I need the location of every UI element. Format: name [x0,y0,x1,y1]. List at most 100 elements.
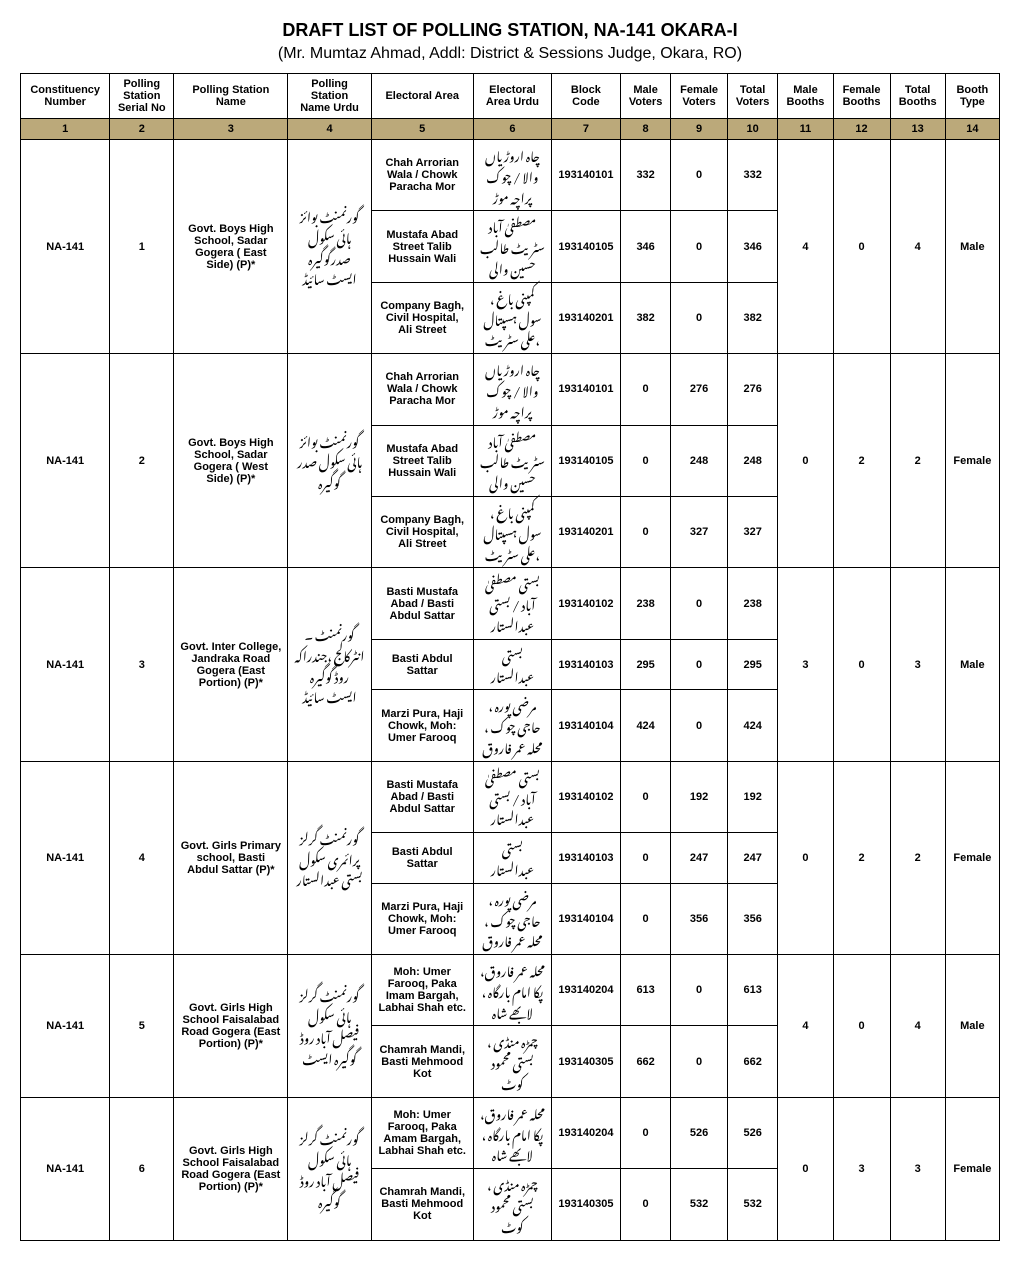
area: Basti Abdul Sattar [371,639,473,690]
female-voters: 0 [671,568,727,639]
area-urdu: محلہ عمر فاروق، پکا امام بارگاہ ، لابھے … [473,1097,551,1168]
block-code: 193140103 [551,639,620,690]
constituency: NA-141 [21,568,110,761]
col-header: Polling Station Name [174,74,288,119]
station-name: Govt. Inter College, Jandraka Road Goger… [174,568,288,761]
total-booths: 4 [890,140,945,354]
table-row: NA-1411Govt. Boys High School, Sadar Gog… [21,140,1000,211]
table-row: NA-1413Govt. Inter College, Jandraka Roa… [21,568,1000,639]
serial: 3 [110,568,174,761]
total-voters: 356 [727,883,778,954]
col-number: 4 [288,119,371,140]
block-code: 193140201 [551,496,620,567]
table-row: NA-1415Govt. Girls High School Faisalaba… [21,955,1000,1026]
female-voters: 192 [671,761,727,832]
block-code: 193140104 [551,690,620,761]
page-title: DRAFT LIST OF POLLING STATION, NA-141 OK… [20,20,1000,41]
area: Moh: Umer Farooq, Paka Imam Bargah, Labh… [371,955,473,1026]
total-voters: 327 [727,496,778,567]
total-voters: 247 [727,833,778,884]
area: Chah Arrorian Wala / Chowk Paracha Mor [371,354,473,425]
constituency: NA-141 [21,955,110,1098]
male-booths: 4 [778,955,833,1098]
block-code: 193140305 [551,1169,620,1240]
area-urdu: کمپنی باغ ، سول ہسپتال ،علی سٹریٹ [473,282,551,353]
male-voters: 613 [620,955,671,1026]
block-code: 193140105 [551,211,620,282]
female-voters: 0 [671,639,727,690]
block-code: 193140102 [551,761,620,832]
station-name-urdu: گورنمنٹ گرلز پرائمری سکول بستی عبدالستار [288,761,371,954]
male-voters: 295 [620,639,671,690]
col-number: 14 [945,119,999,140]
area-urdu: بستی مصطفیٰ آباد / بستی عبدالستار [473,761,551,832]
booth-type: Female [945,1097,999,1240]
station-name-urdu: گورنمنٹ گرلز ہائی سکول فیصل آباد روڈ گوگ… [288,955,371,1098]
female-booths: 0 [833,955,890,1098]
col-number: 3 [174,119,288,140]
booth-type: Female [945,761,999,954]
constituency: NA-141 [21,140,110,354]
female-voters: 0 [671,140,727,211]
area-urdu: بستی عبدالستار [473,639,551,690]
col-header: Total Voters [727,74,778,119]
total-voters: 248 [727,425,778,496]
col-header: Electoral Area Urdu [473,74,551,119]
area-urdu: چمڑہ منڈی ، بستی محمود کوٹ [473,1026,551,1097]
female-voters: 532 [671,1169,727,1240]
total-voters: 613 [727,955,778,1026]
block-code: 193140104 [551,883,620,954]
female-booths: 2 [833,354,890,568]
area: Marzi Pura, Haji Chowk, Moh: Umer Farooq [371,883,473,954]
col-header: Electoral Area [371,74,473,119]
total-voters: 526 [727,1097,778,1168]
female-voters: 526 [671,1097,727,1168]
female-voters: 276 [671,354,727,425]
area-urdu: چاہ اروڑیاں والا / چوک پراچہ موڑ [473,140,551,211]
total-booths: 2 [890,761,945,954]
male-voters: 424 [620,690,671,761]
total-voters: 276 [727,354,778,425]
area: Company Bagh, Civil Hospital, Ali Street [371,496,473,567]
col-number: 7 [551,119,620,140]
block-code: 193140204 [551,1097,620,1168]
block-code: 193140103 [551,833,620,884]
female-voters: 247 [671,833,727,884]
male-voters: 346 [620,211,671,282]
col-header: Polling Station Name Urdu [288,74,371,119]
area: Chamrah Mandi, Basti Mehmood Kot [371,1169,473,1240]
col-number: 9 [671,119,727,140]
col-header: Female Booths [833,74,890,119]
male-voters: 238 [620,568,671,639]
col-number: 12 [833,119,890,140]
serial: 4 [110,761,174,954]
block-code: 193140101 [551,140,620,211]
area: Chamrah Mandi, Basti Mehmood Kot [371,1026,473,1097]
area-urdu: بستی مصطفیٰ آباد / بستی عبدالستار [473,568,551,639]
total-voters: 662 [727,1026,778,1097]
total-voters: 424 [727,690,778,761]
station-name: Govt. Girls High School Faisalabad Road … [174,955,288,1098]
station-name-urdu: گورنمنٹ بوائز ہائی سکول صدر گوگیرہ [288,354,371,568]
area: Basti Mustafa Abad / Basti Abdul Sattar [371,761,473,832]
col-header: Polling Station Serial No [110,74,174,119]
booth-type: Male [945,568,999,761]
female-booths: 0 [833,568,890,761]
table-row: NA-1416Govt. Girls High School Faisalaba… [21,1097,1000,1168]
male-voters: 0 [620,425,671,496]
area: Basti Mustafa Abad / Basti Abdul Sattar [371,568,473,639]
female-voters: 0 [671,955,727,1026]
male-voters: 0 [620,496,671,567]
male-voters: 0 [620,1169,671,1240]
constituency: NA-141 [21,354,110,568]
serial: 6 [110,1097,174,1240]
area: Mustafa Abad Street Talib Hussain Wali [371,425,473,496]
table-row: NA-1412Govt. Boys High School, Sadar Gog… [21,354,1000,425]
male-booths: 3 [778,568,833,761]
col-header: Booth Type [945,74,999,119]
total-voters: 192 [727,761,778,832]
female-voters: 248 [671,425,727,496]
station-name: Govt. Boys High School, Sadar Gogera ( E… [174,140,288,354]
female-voters: 0 [671,1026,727,1097]
total-booths: 2 [890,354,945,568]
